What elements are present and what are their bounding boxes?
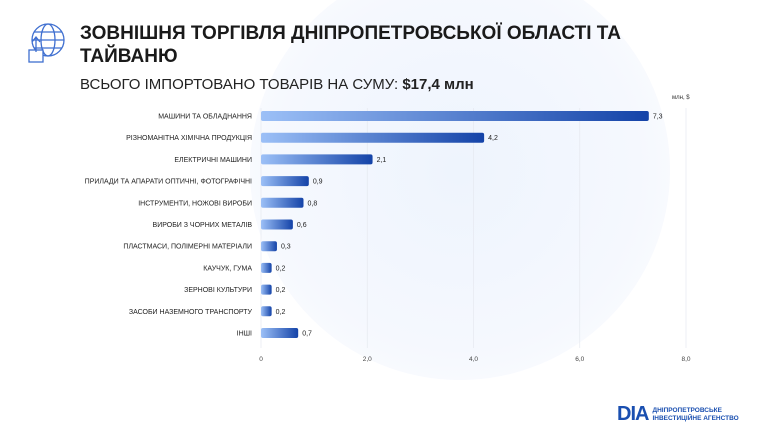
data-label: 2,1 xyxy=(377,157,387,164)
data-label: 7,3 xyxy=(653,114,663,121)
category-label: ПЛАСТМАСИ, ПОЛІМЕРНІ МАТЕРІАЛИ xyxy=(123,244,252,251)
bar xyxy=(261,111,649,121)
category-label: ВИРОБИ З ЧОРНИХ МЕТАЛІВ xyxy=(153,222,253,229)
page-title: ЗОВНІШНЯ ТОРГІВЛЯ ДНІПРОПЕТРОВСЬКОЇ ОБЛА… xyxy=(80,23,621,67)
bar xyxy=(261,328,299,338)
bar xyxy=(261,132,485,143)
data-label: 0,3 xyxy=(281,244,291,251)
bar xyxy=(261,306,272,317)
tick-label: 0 xyxy=(259,356,263,363)
category-label: ЗАСОБИ НАЗЕМНОГО ТРАНСПОРТУ xyxy=(129,309,253,316)
data-label: 0,2 xyxy=(276,265,286,272)
category-label: ЗЕРНОВІ КУЛЬТУРИ xyxy=(184,287,252,294)
bar xyxy=(261,262,272,273)
bar xyxy=(261,241,277,252)
data-label: 0,2 xyxy=(276,287,286,294)
subtitle: ВСЬОГО ІМПОРТОВАНО ТОВАРІВ НА СУМУ: $17,… xyxy=(80,76,474,93)
subtitle-prefix: ВСЬОГО ІМПОРТОВАНО ТОВАРІВ НА СУМУ: xyxy=(80,76,403,93)
category-label: МАШИНИ ТА ОБЛАДНАННЯ xyxy=(158,114,252,121)
total-value: $17,4 млн xyxy=(402,76,474,93)
data-label: 0,9 xyxy=(313,179,323,186)
bar xyxy=(261,176,309,187)
category-label: КАУЧУК, ГУМА xyxy=(203,265,252,272)
tick-label: 6,0 xyxy=(575,356,584,363)
data-label: 4,2 xyxy=(488,135,498,142)
dia-logo: DIA ДНІПРОПЕТРОВСЬКЕ ІНВЕСТИЦІЙНЕ АГЕНСТВ… xyxy=(617,403,739,426)
bar xyxy=(261,154,373,165)
category-label: ПРИЛАДИ ТА АПАРАТИ ОПТИЧНІ, ФОТОГРАФІЧНІ xyxy=(85,179,252,186)
logo-line1: ДНІПРОПЕТРОВСЬКЕ xyxy=(652,406,722,414)
bar xyxy=(261,197,304,208)
background-circle xyxy=(250,0,670,380)
data-label: 0,6 xyxy=(297,222,307,229)
globe-import-icon xyxy=(28,23,65,63)
tick-label: 2,0 xyxy=(363,356,372,363)
logo-line2: ІНВЕСТИЦІЙНЕ АГЕНСТВО xyxy=(652,414,739,422)
data-label: 0,8 xyxy=(308,200,318,207)
bar xyxy=(261,219,293,230)
data-label: 0,2 xyxy=(276,309,286,316)
tick-label: 8,0 xyxy=(681,356,690,363)
unit-label: млн, $ xyxy=(672,95,690,101)
category-label: ІНШІ xyxy=(237,331,252,338)
data-label: 0,7 xyxy=(302,331,312,338)
category-label: РІЗНОМАНІТНА ХІМІЧНА ПРОДУКЦІЯ xyxy=(126,135,252,142)
bar xyxy=(261,284,272,295)
category-label: ІНСТРУМЕНТИ, НОЖОВІ ВИРОБИ xyxy=(138,200,252,207)
logo-mark: DIA xyxy=(617,403,649,425)
category-label: ЕЛЕКТРИЧНІ МАШИНИ xyxy=(174,157,252,164)
tick-label: 4,0 xyxy=(469,356,478,363)
